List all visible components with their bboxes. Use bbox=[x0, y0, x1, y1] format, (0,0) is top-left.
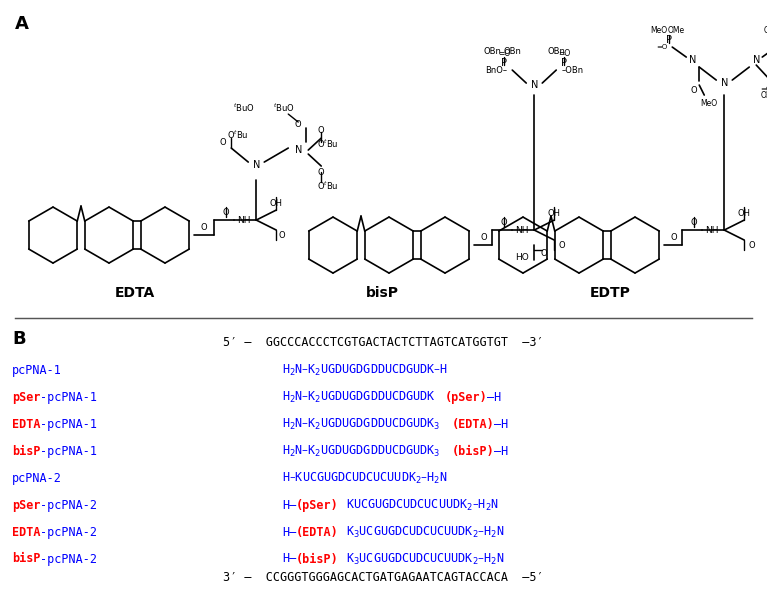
Text: O: O bbox=[541, 249, 548, 257]
Text: H$_2$N–K$_2$UGDUGDGDDUCDGUDK$_3$: H$_2$N–K$_2$UGDUGDGDDUCDGUDK$_3$ bbox=[282, 444, 441, 459]
Text: B: B bbox=[12, 330, 25, 348]
Text: O: O bbox=[295, 120, 301, 128]
Text: -pcPNA-1: -pcPNA-1 bbox=[41, 418, 97, 431]
Text: N: N bbox=[689, 55, 696, 65]
Text: K$_3$UCGUGDCUDCUCUUDK$_2$–H$_2$N: K$_3$UCGUGDCUDCUCUUDK$_2$–H$_2$N bbox=[339, 524, 505, 540]
Text: O: O bbox=[671, 233, 677, 241]
Text: NH: NH bbox=[515, 226, 529, 234]
Text: $^t$BuO: $^t$BuO bbox=[273, 102, 295, 114]
Text: O: O bbox=[691, 85, 697, 95]
Text: EDTA: EDTA bbox=[115, 286, 155, 300]
Text: =O: =O bbox=[558, 48, 571, 58]
Text: NH: NH bbox=[706, 226, 719, 234]
Text: -pcPNA-2: -pcPNA-2 bbox=[41, 498, 97, 511]
Text: O: O bbox=[220, 138, 226, 147]
Text: P: P bbox=[667, 35, 672, 45]
Text: bisP: bisP bbox=[12, 552, 41, 565]
Text: OH: OH bbox=[270, 198, 283, 207]
Text: BnO–: BnO– bbox=[486, 65, 507, 75]
Text: O: O bbox=[501, 217, 508, 227]
Text: O: O bbox=[279, 230, 285, 240]
Text: 3′ –  CCGGGTGGGAGCACTGATGAGAATCAGTACCACA  –5′: 3′ – CCGGGTGGGAGCACTGATGAGAATCAGTACCACA … bbox=[223, 571, 544, 584]
Text: N: N bbox=[720, 78, 728, 88]
Text: O$^t$Bu: O$^t$Bu bbox=[318, 138, 339, 150]
Text: pSer: pSer bbox=[12, 391, 41, 403]
Text: OMe: OMe bbox=[761, 91, 767, 100]
Text: HO: HO bbox=[515, 253, 529, 262]
Text: –H: –H bbox=[495, 418, 509, 431]
Text: P: P bbox=[502, 58, 507, 68]
Text: O: O bbox=[223, 207, 229, 217]
Text: H–: H– bbox=[282, 525, 296, 538]
Text: –H: –H bbox=[487, 391, 502, 403]
Text: N: N bbox=[752, 55, 760, 65]
Text: O: O bbox=[201, 223, 208, 231]
Text: OH: OH bbox=[738, 209, 751, 217]
Text: H–: H– bbox=[282, 552, 296, 565]
Text: O: O bbox=[691, 217, 697, 227]
Text: -pcPNA-2: -pcPNA-2 bbox=[41, 552, 97, 565]
Text: P: P bbox=[561, 58, 568, 68]
Text: =O: =O bbox=[657, 44, 668, 50]
Text: bisP: bisP bbox=[366, 286, 399, 300]
Text: NH: NH bbox=[238, 216, 251, 224]
Text: –OBn: –OBn bbox=[561, 65, 584, 75]
Text: H–: H– bbox=[282, 498, 296, 511]
Text: MeO: MeO bbox=[701, 98, 718, 108]
Text: O: O bbox=[318, 167, 324, 177]
Text: pSer: pSer bbox=[12, 498, 41, 511]
Text: EDTA: EDTA bbox=[12, 418, 41, 431]
Text: KUCGUGDCUDCUCUUDK$_2$–H$_2$N: KUCGUGDCUDCUCUUDK$_2$–H$_2$N bbox=[339, 498, 499, 512]
Text: –H: –H bbox=[495, 445, 509, 458]
Text: H$_2$N–K$_2$UGDUGDGDDUCDGUDK: H$_2$N–K$_2$UGDUGDGDDUCDGUDK bbox=[282, 389, 436, 405]
Text: (EDTA): (EDTA) bbox=[296, 525, 339, 538]
Text: (EDTA): (EDTA) bbox=[452, 418, 495, 431]
Text: 5′ –  GGCCCACCCTCGTGACTACTCTTAGTCATGGTGT  –3′: 5′ – GGCCCACCCTCGTGACTACTCTTAGTCATGGTGT … bbox=[223, 336, 544, 349]
Text: EDTA: EDTA bbox=[12, 525, 41, 538]
Text: (pSer): (pSer) bbox=[445, 391, 488, 403]
Text: O: O bbox=[481, 233, 488, 241]
Text: O$^t$Bu: O$^t$Bu bbox=[228, 129, 249, 141]
Text: pcPNA-2: pcPNA-2 bbox=[12, 472, 62, 485]
Text: OMe: OMe bbox=[668, 25, 685, 35]
Text: $^t$BuO: $^t$BuO bbox=[233, 102, 255, 114]
Text: H$_2$N–K$_2$UGDUGDGDDUCDGUDK–H: H$_2$N–K$_2$UGDUGDGDDUCDGUDK–H bbox=[282, 362, 448, 378]
Text: O: O bbox=[318, 125, 324, 134]
Text: (pSer): (pSer) bbox=[296, 498, 339, 511]
Text: -pcPNA-1: -pcPNA-1 bbox=[41, 445, 97, 458]
Text: OBn: OBn bbox=[548, 47, 565, 55]
Text: H$_2$N–K$_2$UGDUGDGDDUCDGUDK$_3$: H$_2$N–K$_2$UGDUGDGDDUCDGUDK$_3$ bbox=[282, 416, 441, 432]
Text: =O: =O bbox=[498, 48, 510, 58]
Text: OBn: OBn bbox=[503, 47, 522, 55]
Text: (bisP): (bisP) bbox=[296, 552, 339, 565]
Text: N: N bbox=[252, 160, 260, 170]
Text: O: O bbox=[559, 240, 565, 250]
Text: EDTP: EDTP bbox=[590, 286, 630, 300]
Text: OH: OH bbox=[548, 209, 561, 217]
Text: OMe: OMe bbox=[764, 25, 767, 35]
Text: N: N bbox=[531, 80, 538, 90]
Text: (bisP): (bisP) bbox=[452, 445, 495, 458]
Text: N: N bbox=[295, 145, 302, 155]
Text: O$^t$Bu: O$^t$Bu bbox=[318, 180, 339, 192]
Text: H–KUCGUGDCUDCUCUUDK$_2$–H$_2$N: H–KUCGUGDCUDCUCUUDK$_2$–H$_2$N bbox=[282, 471, 448, 485]
Text: pcPNA-1: pcPNA-1 bbox=[12, 363, 62, 376]
Text: A: A bbox=[15, 15, 29, 33]
Text: MeO: MeO bbox=[650, 25, 668, 35]
Text: bisP: bisP bbox=[12, 445, 41, 458]
Text: O: O bbox=[749, 240, 755, 250]
Text: K$_3$UCGUGDCUDCUCUUDK$_2$–H$_2$N: K$_3$UCGUGDCUDCUCUUDK$_2$–H$_2$N bbox=[339, 551, 505, 567]
Text: -pcPNA-2: -pcPNA-2 bbox=[41, 525, 97, 538]
Text: -pcPNA-1: -pcPNA-1 bbox=[41, 391, 97, 403]
Text: =O: =O bbox=[761, 86, 767, 92]
Text: OBn: OBn bbox=[483, 47, 501, 55]
